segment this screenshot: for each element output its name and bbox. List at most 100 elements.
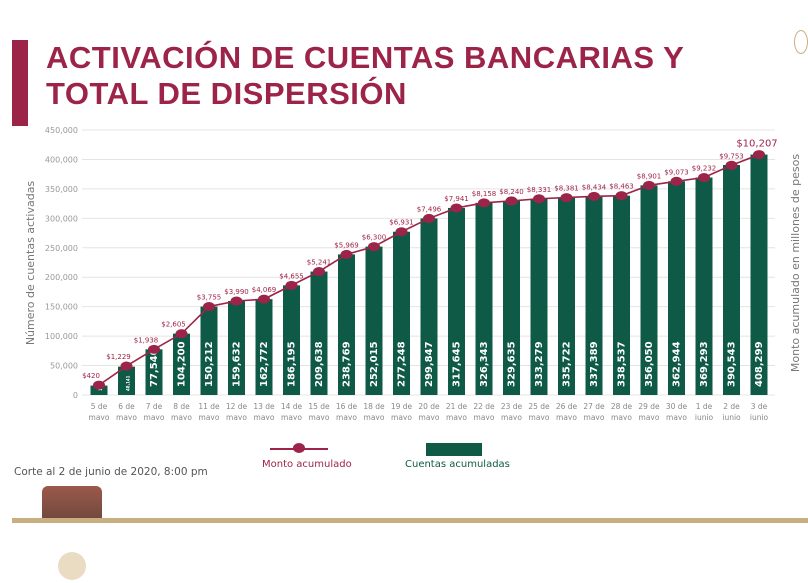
line-label: $10,207: [736, 139, 777, 150]
legend-monto: Monto acumulado: [262, 459, 352, 470]
y-tick-label: 100,000: [45, 332, 78, 341]
bar: [723, 165, 740, 395]
line-label: $8,158: [472, 190, 497, 198]
x-tick-label: 27 de: [583, 402, 605, 411]
line-label: $7,941: [444, 195, 469, 203]
line-label: $9,073: [664, 168, 689, 176]
x-tick-label: 8 de: [173, 402, 190, 411]
line-point: [533, 194, 545, 204]
y-tick-label: 250,000: [45, 244, 78, 253]
x-tick-label: mayo: [226, 413, 247, 420]
bar: [420, 218, 438, 395]
x-tick-label: 2 de: [723, 402, 740, 411]
bar: [90, 385, 108, 395]
x-tick-label: mayo: [116, 413, 137, 420]
line-point: [313, 267, 325, 277]
bar-label: 77,540: [149, 348, 160, 387]
line-point: [120, 361, 133, 371]
seal-logo: [794, 30, 808, 54]
bar: [750, 154, 768, 395]
bar-label: 408,299: [754, 341, 765, 387]
bar-label: 356,050: [644, 341, 655, 387]
x-tick-label: 11 de: [198, 402, 220, 411]
bar: [393, 231, 410, 395]
line-label: $8,463: [609, 183, 634, 191]
line-point: [753, 150, 765, 160]
line-point: [670, 176, 683, 186]
bar-label: 48,141: [126, 375, 131, 391]
bar: [503, 200, 520, 395]
line-label: $4,655: [279, 272, 304, 280]
line-label: $6,300: [362, 234, 387, 242]
bar: [338, 254, 355, 395]
y-tick-label: 350,000: [45, 185, 78, 194]
x-tick-label: mayo: [336, 413, 357, 420]
x-tick-label: mayo: [89, 413, 110, 420]
x-tick-label: 14 de: [281, 402, 303, 411]
x-tick-label: mayo: [281, 413, 302, 420]
bar-label: 333,279: [534, 341, 545, 387]
y-tick-label: 200,000: [45, 273, 78, 282]
legend-dot-swatch: [293, 443, 305, 453]
bar-label: 159,632: [232, 341, 243, 387]
x-tick-label: mayo: [199, 413, 220, 420]
x-tick-label: 23 de: [501, 402, 523, 411]
x-tick-label: mayo: [556, 413, 577, 420]
x-tick-label: 12 de: [226, 402, 248, 411]
line-label: $8,434: [582, 183, 607, 191]
line-point: [478, 198, 490, 208]
bar-label: 326,343: [479, 341, 490, 387]
line-label: $8,381: [554, 185, 579, 193]
x-tick-label: 20 de: [418, 402, 440, 411]
x-tick-label: mayo: [144, 413, 165, 420]
bar-label: 335,722: [562, 341, 573, 387]
x-tick-label: junio: [721, 413, 741, 420]
line-point: [395, 227, 408, 237]
line-point: [643, 180, 655, 190]
bar-label: 329,635: [507, 341, 518, 387]
line-point: [588, 191, 600, 201]
x-tick-label: mayo: [364, 413, 385, 420]
title-line-2: TOTAL DE DISPERSIÓN: [46, 76, 407, 111]
x-tick-label: 18 de: [363, 402, 385, 411]
x-tick-label: 30 de: [666, 402, 688, 411]
x-tick-label: mayo: [611, 413, 632, 420]
bar: [200, 306, 218, 395]
bar-label: 390,543: [727, 341, 738, 387]
page-title: ACTIVACIÓN DE CUENTAS BANCARIAS Y TOTAL …: [46, 40, 684, 112]
line-label: $5,241: [307, 259, 332, 267]
line-point: [698, 173, 710, 183]
x-tick-label: mayo: [501, 413, 522, 420]
y-tick-label: 300,000: [45, 214, 78, 223]
line-label: $4,069: [252, 286, 277, 294]
x-tick-label: mayo: [171, 413, 192, 420]
footer-band: [12, 518, 808, 523]
x-tick-label: 29 de: [638, 402, 660, 411]
x-tick-label: 21 de: [446, 402, 468, 411]
bar-label: 150,212: [204, 341, 215, 387]
line-point: [450, 203, 463, 213]
x-tick-label: 13 de: [253, 402, 275, 411]
line-point: [230, 296, 243, 306]
x-tick-label: junio: [694, 413, 714, 420]
legend-bar-swatch: [426, 443, 482, 456]
x-tick-label: 28 de: [611, 402, 633, 411]
x-tick-label: 3 de: [751, 402, 768, 411]
y-tick-label: 50,000: [50, 362, 78, 371]
x-tick-label: mayo: [639, 413, 660, 420]
bar: [668, 181, 685, 395]
x-tick-label: mayo: [529, 413, 550, 420]
bar: [558, 197, 575, 395]
x-tick-label: mayo: [474, 413, 495, 420]
line-point: [203, 302, 215, 312]
cutoff-note: Corte al 2 de junio de 2020, 8:00 pm: [14, 466, 208, 478]
bar: [530, 198, 548, 395]
y2-axis-label: Monto acumulado en millones de pesos: [789, 154, 802, 372]
bar: [118, 366, 135, 395]
bar: [640, 185, 658, 395]
x-tick-label: mayo: [309, 413, 330, 420]
legend-cuentas: Cuentas acumuladas: [405, 459, 510, 470]
bar-label: 104,200: [177, 341, 188, 387]
bar-label: 317,645: [452, 341, 463, 387]
bar: [283, 285, 300, 395]
